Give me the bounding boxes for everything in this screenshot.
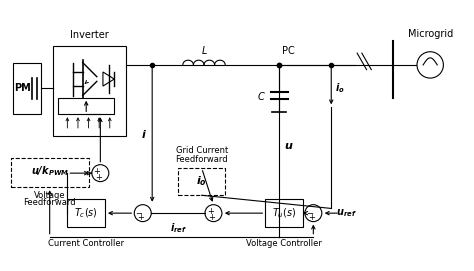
Text: Inverter: Inverter — [70, 30, 109, 40]
Text: $L$: $L$ — [201, 44, 208, 56]
Text: Feedforward: Feedforward — [23, 198, 76, 207]
Text: +: + — [207, 207, 214, 216]
Text: Feedforward: Feedforward — [175, 155, 228, 164]
Text: $\bfit{u}$: $\bfit{u}$ — [284, 141, 294, 151]
Text: +: + — [137, 213, 144, 222]
FancyBboxPatch shape — [11, 158, 89, 187]
FancyBboxPatch shape — [178, 168, 225, 195]
Text: $\bfit{i}_o$: $\bfit{i}_o$ — [196, 174, 207, 188]
Text: Grid Current: Grid Current — [175, 146, 228, 155]
Text: Current Controller: Current Controller — [48, 239, 124, 248]
FancyBboxPatch shape — [265, 199, 303, 227]
Text: $T_c(s)$: $T_c(s)$ — [74, 206, 98, 220]
Text: $\bfit{i}_o$: $\bfit{i}_o$ — [335, 82, 345, 95]
Text: $\bfit{u}/k_{PWM}$: $\bfit{u}/k_{PWM}$ — [31, 164, 69, 178]
FancyBboxPatch shape — [58, 98, 115, 114]
Text: $\bfit{i}$: $\bfit{i}$ — [141, 128, 146, 140]
Text: $T_u(s)$: $T_u(s)$ — [272, 206, 296, 220]
FancyBboxPatch shape — [13, 63, 41, 114]
Text: +: + — [308, 213, 315, 222]
Text: Voltage: Voltage — [34, 192, 65, 201]
Text: Microgrid: Microgrid — [408, 29, 453, 39]
Text: +: + — [95, 173, 102, 182]
Text: $C$: $C$ — [257, 91, 266, 102]
Text: $\bfit{u}_{ref}$: $\bfit{u}_{ref}$ — [336, 207, 356, 219]
Text: PC: PC — [282, 46, 294, 56]
Text: $\bfit{i}_{ref}$: $\bfit{i}_{ref}$ — [170, 222, 187, 235]
Text: $-$: $-$ — [136, 207, 144, 216]
FancyBboxPatch shape — [67, 199, 105, 227]
Text: +: + — [93, 167, 100, 176]
FancyBboxPatch shape — [53, 46, 126, 136]
Text: $-$: $-$ — [306, 207, 314, 216]
Text: +: + — [208, 213, 215, 222]
Text: Voltage Controller: Voltage Controller — [246, 239, 322, 248]
Text: PM: PM — [14, 83, 31, 93]
